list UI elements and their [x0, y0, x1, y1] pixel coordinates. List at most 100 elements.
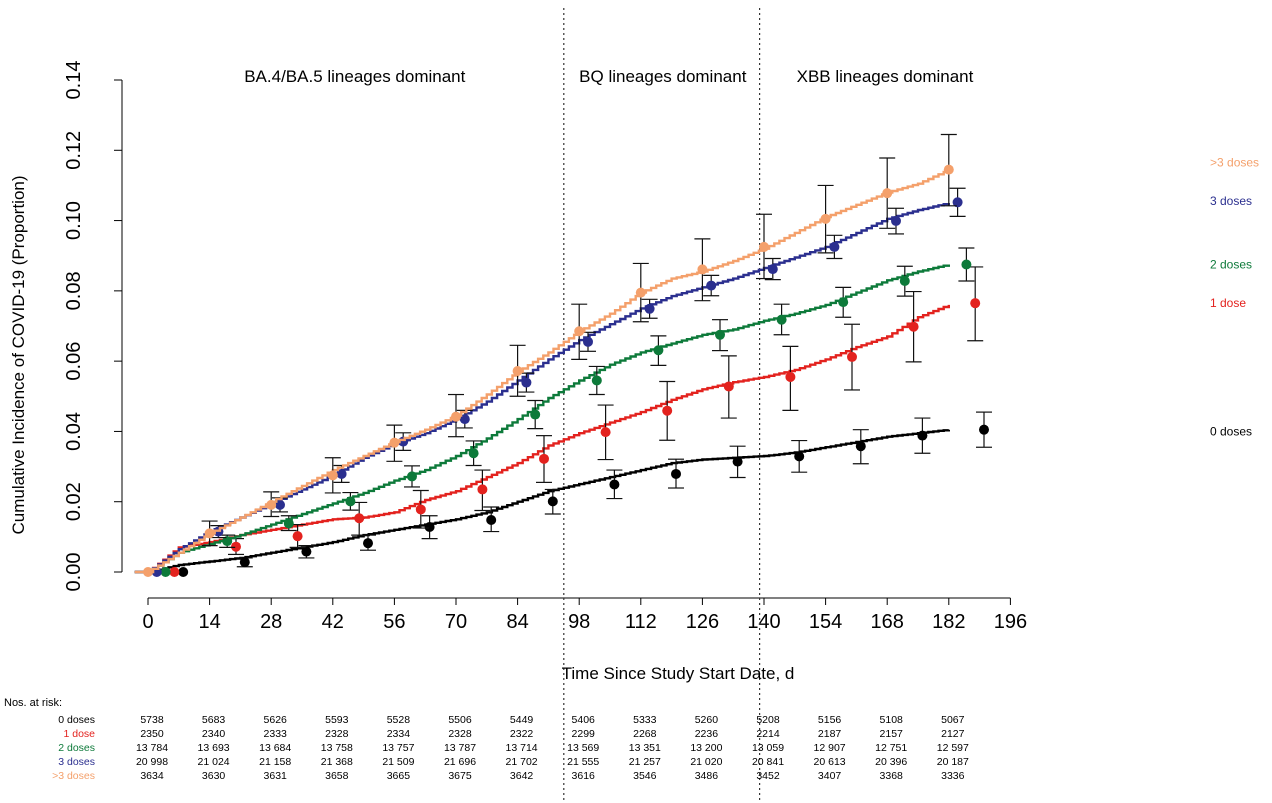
risk-cell: 13 714	[506, 742, 538, 754]
risk-cell: 5683	[202, 714, 226, 726]
data-point-gt3-doses	[327, 470, 338, 481]
data-point-3-doses	[336, 468, 347, 479]
x-tick-label: 28	[260, 611, 282, 633]
risk-cell: 3486	[695, 770, 719, 782]
risk-cell: 5449	[510, 714, 534, 726]
risk-cell: 2236	[695, 728, 719, 740]
risk-cell: 3630	[202, 770, 226, 782]
data-point-1-dose	[354, 513, 365, 524]
data-point-2-doses	[283, 518, 294, 529]
y-tick-label: 0.14	[63, 61, 85, 100]
risk-cell: 3634	[140, 770, 164, 782]
risk-cell: 5208	[756, 714, 780, 726]
data-point-0-doses	[547, 496, 558, 507]
data-point-2-doses	[838, 297, 849, 308]
data-point-0-doses	[794, 451, 805, 462]
risk-table-title: Nos. at risk:	[4, 697, 62, 709]
risk-cell: 2328	[448, 728, 472, 740]
risk-cell: 5506	[448, 714, 472, 726]
data-point-gt3-doses	[943, 164, 954, 175]
x-tick-label: 0	[142, 611, 153, 633]
data-point-0-doses	[301, 546, 312, 557]
period-label: BA.4/BA.5 lineages dominant	[244, 67, 465, 86]
data-point-1-dose	[415, 504, 426, 515]
x-tick-label: 168	[871, 611, 904, 633]
data-point-2-doses	[468, 448, 479, 459]
risk-cell: 13 693	[198, 742, 230, 754]
y-tick-label: 0.06	[63, 342, 85, 381]
risk-cell: 2322	[510, 728, 534, 740]
data-point-3-doses	[521, 377, 532, 388]
data-point-2-doses	[591, 375, 602, 386]
risk-cell: 5406	[572, 714, 596, 726]
series-label-gt3-doses: >3 doses	[1210, 156, 1259, 170]
risk-cell: 21 509	[382, 756, 414, 768]
risk-cell: 13 758	[321, 742, 353, 754]
series-label-3-doses: 3 doses	[1210, 194, 1252, 208]
x-tick-label: 140	[747, 611, 780, 633]
data-point-2-doses	[653, 345, 664, 356]
data-point-2-doses	[222, 536, 233, 547]
risk-cell: 12 597	[937, 742, 969, 754]
risk-cell: 12 907	[814, 742, 846, 754]
risk-cell: 20 396	[875, 756, 907, 768]
risk-cell: 2187	[818, 728, 842, 740]
period-label: XBB lineages dominant	[797, 67, 974, 86]
data-point-0-doses	[239, 557, 250, 568]
data-point-1-dose	[970, 298, 981, 309]
x-tick-label: 98	[568, 611, 590, 633]
risk-cell: 21 555	[567, 756, 599, 768]
risk-cell: 13 757	[382, 742, 414, 754]
risk-cell: 2214	[756, 728, 780, 740]
risk-cell: 5067	[941, 714, 965, 726]
x-tick-label: 14	[198, 611, 220, 633]
data-point-0-doses	[609, 479, 620, 490]
risk-cell: 3407	[818, 770, 842, 782]
risk-cell: 2328	[325, 728, 349, 740]
x-tick-label: 56	[383, 611, 405, 633]
risk-row-label-2-doses: 2 doses	[58, 742, 95, 754]
risk-row-label-3-doses: 3 doses	[58, 756, 95, 768]
data-point-0-doses	[424, 522, 435, 533]
data-point-3-doses	[767, 264, 778, 275]
data-point-gt3-doses	[697, 264, 708, 275]
risk-cell: 3675	[448, 770, 472, 782]
risk-cell: 21 368	[321, 756, 353, 768]
x-tick-label: 154	[809, 611, 842, 633]
risk-cell: 5593	[325, 714, 349, 726]
data-point-1-dose	[847, 351, 857, 362]
data-point-0-doses	[732, 456, 743, 467]
data-point-gt3-doses	[882, 188, 893, 199]
risk-row-label-gt3-doses: >3 doses	[52, 770, 95, 782]
risk-cell: 13 569	[567, 742, 599, 754]
risk-row-label-1-dose: 1 dose	[63, 728, 95, 740]
y-tick-label: 0.12	[63, 131, 85, 170]
risk-cell: 5738	[140, 714, 164, 726]
risk-cell: 21 024	[198, 756, 230, 768]
risk-cell: 13 351	[629, 742, 661, 754]
data-point-gt3-doses	[389, 437, 400, 448]
data-point-1-dose	[169, 567, 180, 577]
data-point-gt3-doses	[204, 528, 215, 539]
risk-cell: 3665	[387, 770, 411, 782]
risk-cell: 2268	[633, 728, 657, 740]
data-point-2-doses	[899, 276, 910, 287]
data-point-0-doses	[486, 514, 497, 525]
data-point-2-doses	[961, 259, 972, 270]
x-tick-label: 112	[625, 611, 657, 633]
data-point-2-doses	[530, 409, 541, 420]
data-point-3-doses	[829, 241, 840, 252]
x-tick-label: 196	[994, 611, 1027, 633]
data-point-1-dose	[785, 371, 796, 382]
x-tick-label: 42	[322, 611, 344, 633]
series-label-0-doses: 0 doses	[1210, 424, 1252, 438]
data-point-1-dose	[908, 321, 919, 332]
risk-cell: 2157	[880, 728, 904, 740]
risk-cell: 2334	[387, 728, 411, 740]
x-tick-label: 70	[445, 611, 467, 633]
series-line-1-dose	[134, 304, 950, 574]
data-point-0-doses	[178, 567, 189, 577]
series-line-0-doses	[134, 429, 950, 574]
data-point-gt3-doses	[635, 287, 646, 298]
data-point-1-dose	[723, 381, 734, 392]
